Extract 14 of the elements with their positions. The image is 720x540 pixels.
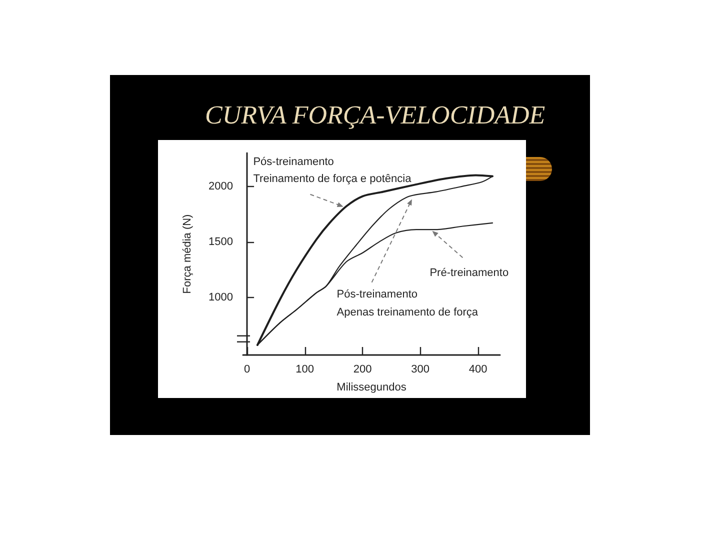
x-tick-label: 0 [244,364,250,376]
annotation: Pós-treinamento Apenas treinamento de força [336,288,479,318]
chart-title: CURVA FORÇA-VELOCIDADE [205,100,546,130]
y-tick-label: 2000 [208,180,233,192]
x-tick-label: 400 [468,364,488,376]
x-tick-label: 200 [353,364,372,376]
x-axis-title: Milissegundos [336,382,407,394]
x-tick-label: 100 [296,364,314,376]
y-axis-title: Força média (N) [182,214,194,294]
y-tick-label: 1500 [208,236,233,248]
annotation: Pós-treinamento Treinamento de força e potência [253,156,412,185]
x-tick-label: 300 [411,364,430,376]
annotation: Pré-treinamento [430,267,509,280]
y-tick-label: 1000 [208,291,233,304]
